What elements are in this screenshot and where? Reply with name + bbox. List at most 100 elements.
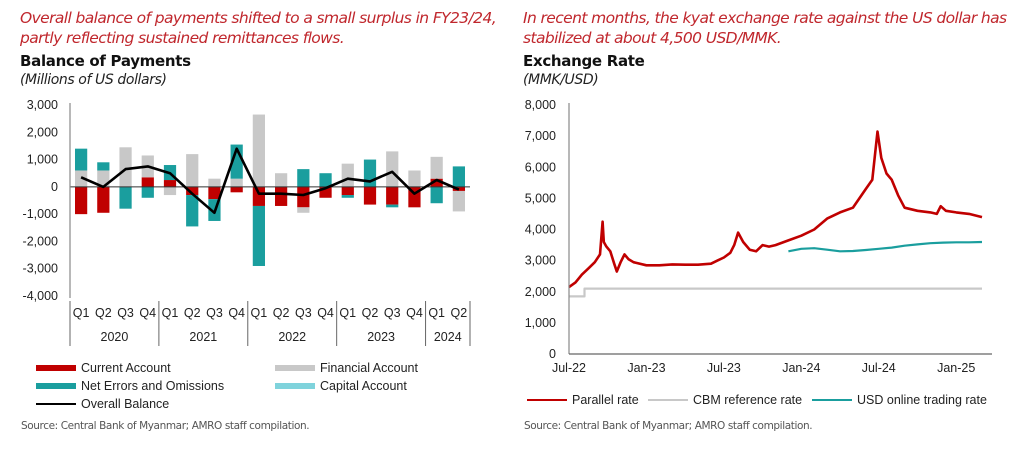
bar-current-account bbox=[341, 186, 354, 196]
bar-financial-account bbox=[452, 190, 465, 212]
y-tick-label: 6,000 bbox=[525, 160, 556, 174]
x-tick-label: Jan-25 bbox=[937, 361, 975, 375]
x-tick-label: Q2 bbox=[184, 306, 201, 320]
legend-label: Overall Balance bbox=[81, 397, 170, 411]
x-tick-label: Q3 bbox=[206, 306, 223, 320]
series-parallel-rate bbox=[568, 130, 983, 289]
year-label: 2024 bbox=[434, 330, 462, 344]
exchange-rate-panel: In recent months, the kyat exchange rate… bbox=[512, 0, 1024, 452]
bar-net-errors-and-omissions bbox=[141, 186, 154, 198]
bar-net-errors-and-omissions bbox=[341, 195, 354, 198]
x-tick-label: Q1 bbox=[162, 306, 179, 320]
bar-current-account bbox=[430, 178, 443, 187]
legend-capital-account: Capital Account bbox=[275, 379, 407, 393]
bar-current-account bbox=[186, 186, 199, 196]
series-usd-online-trading-rate bbox=[788, 240, 983, 253]
bar-current-account bbox=[208, 186, 221, 200]
x-tick-label: Q4 bbox=[139, 306, 156, 320]
series-cbm-reference-rate bbox=[569, 287, 982, 298]
y-tick-label: 5,000 bbox=[525, 191, 556, 205]
y-tick-label: -3,000 bbox=[23, 262, 58, 276]
y-tick-label: -2,000 bbox=[23, 234, 58, 248]
bar-current-account bbox=[297, 186, 310, 208]
x-tick-label: Q3 bbox=[117, 306, 134, 320]
x-tick-label: Q4 bbox=[228, 306, 245, 320]
year-label: 2023 bbox=[367, 330, 395, 344]
x-tick-label: Q2 bbox=[362, 306, 379, 320]
y-tick-label: 1,000 bbox=[525, 316, 556, 330]
bar-current-account bbox=[363, 186, 377, 205]
bar-current-account bbox=[75, 186, 88, 215]
bar-financial-account bbox=[119, 147, 132, 187]
bar-net-errors-and-omissions bbox=[386, 204, 399, 208]
x-tick-label: Q2 bbox=[273, 306, 290, 320]
legend-cbm-rate: CBM reference rate bbox=[648, 393, 802, 407]
bar-current-account bbox=[275, 186, 288, 206]
fx-legend: Parallel rate CBM reference rate USD onl… bbox=[512, 0, 1024, 452]
y-tick-label: 4,000 bbox=[525, 223, 556, 237]
cbm-rate-swatch bbox=[648, 398, 688, 402]
x-tick-label: Q4 bbox=[406, 306, 423, 320]
x-tick-label: Q1 bbox=[73, 306, 90, 320]
bar-net-errors-and-omissions bbox=[119, 186, 132, 209]
bop-chart: 3,000 2,000 1,000 0 -1,000 -2,000 -3,000 -4,000… bbox=[23, 98, 471, 346]
y-tick-label: 7,000 bbox=[525, 129, 556, 143]
legend-label: Net Errors and Omissions bbox=[81, 379, 225, 393]
legend-label: Capital Account bbox=[320, 379, 407, 393]
bop-chart-subtitle: (Millions of US dollars) bbox=[20, 72, 167, 88]
x-tick-label: Q4 bbox=[317, 306, 334, 320]
bar-net-errors-and-omissions bbox=[252, 205, 265, 266]
y-tick-label: 2,000 bbox=[27, 125, 58, 139]
x-tick-label: Jul-24 bbox=[862, 361, 896, 375]
bar-financial-account bbox=[297, 207, 310, 213]
bar-current-account bbox=[230, 186, 243, 193]
x-tick-label: Q3 bbox=[384, 306, 401, 320]
bop-panel: Overall balance of payments shifted to a… bbox=[20, 9, 497, 432]
legend-label: Financial Account bbox=[320, 361, 418, 375]
bar-financial-account bbox=[97, 170, 110, 187]
parallel-rate-swatch bbox=[527, 398, 567, 402]
year-label: 2022 bbox=[278, 330, 306, 344]
x-tick-label: Jan-24 bbox=[782, 361, 820, 375]
y-tick-label: 3,000 bbox=[525, 254, 556, 268]
bar-current-account bbox=[319, 186, 332, 198]
legend-label: Parallel rate bbox=[572, 393, 639, 407]
x-tick-label: Jan-23 bbox=[627, 361, 665, 375]
fx-chart-subtitle: (MMK/USD) bbox=[523, 72, 599, 88]
bar-financial-account bbox=[252, 114, 265, 187]
y-tick-label: 1,000 bbox=[27, 153, 58, 167]
overall-balance-line bbox=[80, 147, 460, 215]
net-errors-swatch bbox=[36, 383, 76, 389]
financial-account-swatch bbox=[275, 365, 315, 371]
bar-financial-account bbox=[430, 156, 443, 179]
legend-label: USD online trading rate bbox=[857, 393, 987, 407]
legend-parallel-rate: Parallel rate bbox=[527, 393, 639, 407]
current-account-swatch bbox=[36, 365, 76, 371]
overall-balance-swatch bbox=[36, 402, 76, 406]
legend-label: CBM reference rate bbox=[693, 393, 803, 407]
fx-source: Source: Central Bank of Myanmar; AMRO st… bbox=[524, 420, 813, 432]
y-tick-label: -1,000 bbox=[23, 207, 58, 221]
bar-net-errors-and-omissions bbox=[97, 162, 110, 171]
x-tick-label: Q3 bbox=[295, 306, 312, 320]
bar-net-errors-and-omissions bbox=[430, 186, 443, 204]
bop-chart-title: Balance of Payments bbox=[20, 52, 191, 70]
legend-current-account: Current Account bbox=[36, 361, 171, 375]
usd-online-rate-swatch bbox=[812, 398, 852, 402]
x-tick-label: Q1 bbox=[428, 306, 445, 320]
bar-net-errors-and-omissions bbox=[297, 169, 310, 187]
year-label: 2021 bbox=[189, 330, 217, 344]
x-tick-label: Jul-23 bbox=[707, 361, 741, 375]
bop-headline: Overall balance of payments shifted to a… bbox=[20, 9, 497, 47]
y-tick-label: -4,000 bbox=[23, 289, 58, 303]
bar-financial-account bbox=[230, 178, 243, 187]
legend-overall-balance: Overall Balance bbox=[36, 397, 169, 411]
bar-financial-account bbox=[186, 154, 199, 187]
legend-financial-account: Financial Account bbox=[275, 361, 418, 375]
bar-net-errors-and-omissions bbox=[319, 173, 332, 187]
legend-net-errors: Net Errors and Omissions bbox=[36, 379, 224, 393]
bar-current-account bbox=[141, 177, 154, 187]
bar-net-errors-and-omissions bbox=[75, 148, 88, 171]
y-tick-label: 2,000 bbox=[525, 285, 556, 299]
legend-label: Current Account bbox=[81, 361, 171, 375]
